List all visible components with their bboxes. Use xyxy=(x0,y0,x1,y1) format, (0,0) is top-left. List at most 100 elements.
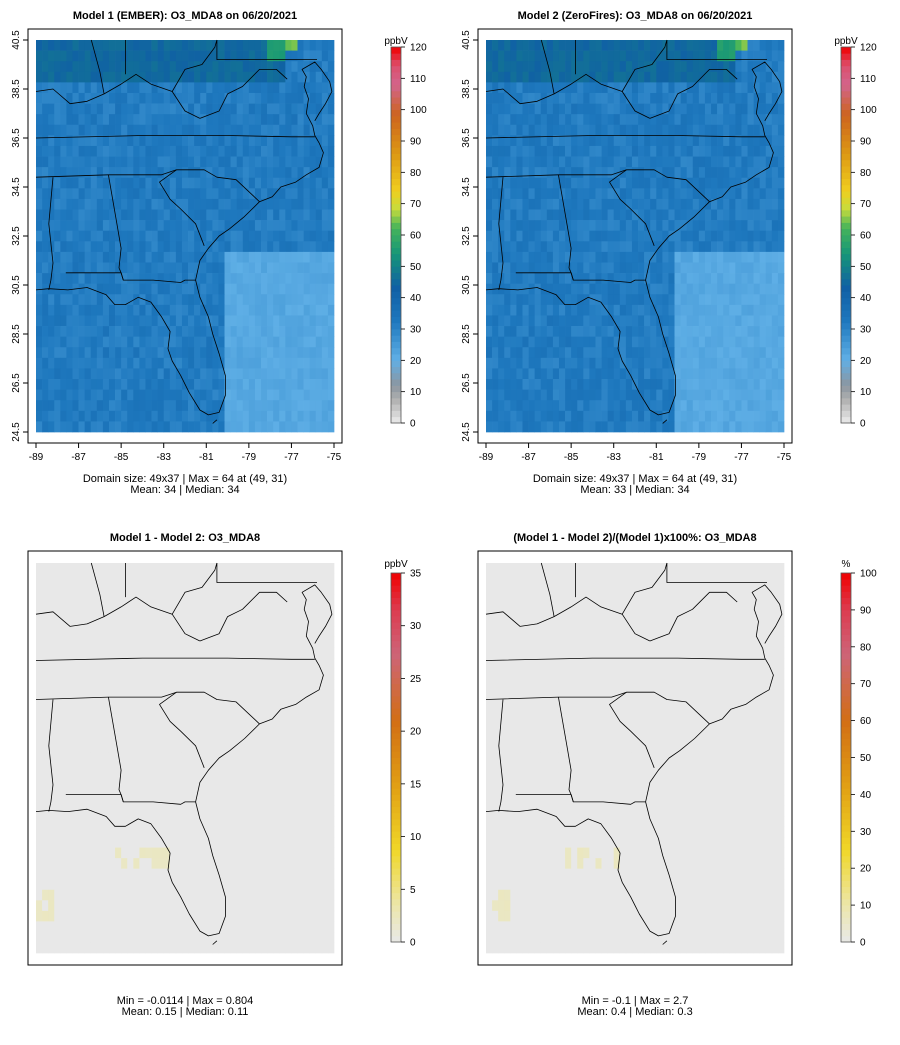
grid-cell xyxy=(522,220,529,232)
grid-cell xyxy=(607,220,615,232)
grid-cell xyxy=(303,389,311,401)
grid-cell xyxy=(680,50,688,62)
grid-cell xyxy=(492,357,499,369)
grid-cell xyxy=(285,752,292,764)
grid-cell xyxy=(181,220,189,232)
grid-cell xyxy=(735,71,742,83)
grid-cell xyxy=(267,626,274,638)
grid-cell xyxy=(175,636,183,648)
grid-cell xyxy=(656,114,663,126)
grid-cell xyxy=(303,410,311,422)
grid-cell xyxy=(558,61,566,73)
grid-cell xyxy=(662,379,669,390)
grid-cell xyxy=(90,594,98,606)
grid-cell xyxy=(236,573,244,585)
grid-cell xyxy=(711,92,718,104)
grid-cell xyxy=(48,700,55,711)
grid-cell xyxy=(78,647,85,659)
grid-cell xyxy=(151,251,158,263)
grid-cell xyxy=(510,145,517,157)
grid-cell xyxy=(188,61,195,73)
grid-cell xyxy=(36,114,43,126)
grid-cell xyxy=(102,742,110,754)
grid-cell xyxy=(236,241,244,253)
grid-cell xyxy=(127,636,134,648)
grid-cell xyxy=(510,273,517,285)
grid-cell xyxy=(540,315,548,327)
grid-cell xyxy=(321,262,329,274)
grid-cell xyxy=(273,135,280,147)
state-boundary xyxy=(662,419,668,424)
grid-cell xyxy=(261,124,268,136)
grid-cell xyxy=(175,177,183,189)
grid-cell xyxy=(151,209,158,221)
grid-cell xyxy=(613,304,621,316)
grid-cell xyxy=(218,71,225,83)
grid-cell xyxy=(36,50,43,62)
grid-cell xyxy=(42,135,49,147)
grid-cell xyxy=(224,220,231,232)
grid-cell xyxy=(717,294,724,306)
grid-cell xyxy=(583,177,590,189)
grid-cell xyxy=(741,198,748,210)
grid-cell xyxy=(90,605,98,617)
grid-cell xyxy=(662,135,669,147)
grid-cell xyxy=(139,421,146,433)
grid-cell xyxy=(285,700,292,711)
grid-cell xyxy=(188,689,195,701)
grid-cell xyxy=(224,283,231,295)
grid-cell xyxy=(747,326,754,337)
grid-cell xyxy=(303,357,311,369)
grid-cell xyxy=(151,379,158,390)
grid-cell xyxy=(139,636,146,648)
grid-cell xyxy=(72,273,79,285)
grid-cell xyxy=(96,294,104,306)
grid-cell xyxy=(108,326,116,337)
grid-cell xyxy=(698,262,706,274)
grid-cell xyxy=(84,379,92,390)
grid-cell xyxy=(102,262,110,274)
grid-cell xyxy=(84,209,92,221)
grid-cell xyxy=(121,145,128,157)
grid-cell xyxy=(72,678,79,690)
grid-cell xyxy=(771,294,779,306)
grid-cell xyxy=(84,198,92,210)
grid-cell xyxy=(90,379,98,390)
grid-cell xyxy=(321,167,329,179)
grid-cell xyxy=(723,400,730,412)
colorbar-segment xyxy=(841,109,851,117)
grid-cell xyxy=(674,347,681,359)
grid-cell xyxy=(236,251,244,263)
grid-cell xyxy=(735,241,742,253)
grid-cell xyxy=(108,742,116,754)
grid-cell xyxy=(224,668,231,680)
grid-cell xyxy=(595,50,602,62)
grid-cell xyxy=(175,700,183,711)
grid-cell xyxy=(534,368,542,380)
grid-cell xyxy=(540,135,548,147)
grid-cell xyxy=(236,742,244,754)
grid-cell xyxy=(175,410,183,422)
grid-cell xyxy=(218,763,225,775)
grid-cell xyxy=(771,177,779,189)
grid-cell xyxy=(321,605,329,617)
grid-cell xyxy=(139,92,146,104)
grid-cell xyxy=(735,400,742,412)
grid-cell xyxy=(90,657,98,669)
grid-cell xyxy=(327,626,335,638)
grid-cell xyxy=(188,594,195,606)
grid-cell xyxy=(674,50,681,62)
grid-cell xyxy=(668,103,675,115)
grid-cell xyxy=(528,400,535,412)
grid-cell xyxy=(108,647,116,659)
grid-cell xyxy=(686,273,694,285)
grid-cell xyxy=(230,262,238,274)
grid-cell xyxy=(777,368,785,380)
colorbar-segment xyxy=(841,253,851,261)
grid-cell xyxy=(66,410,73,422)
grid-cell xyxy=(42,605,49,617)
grid-cell xyxy=(638,283,645,295)
grid-cell xyxy=(96,368,104,380)
grid-cell xyxy=(601,135,608,147)
grid-cell xyxy=(717,156,724,168)
